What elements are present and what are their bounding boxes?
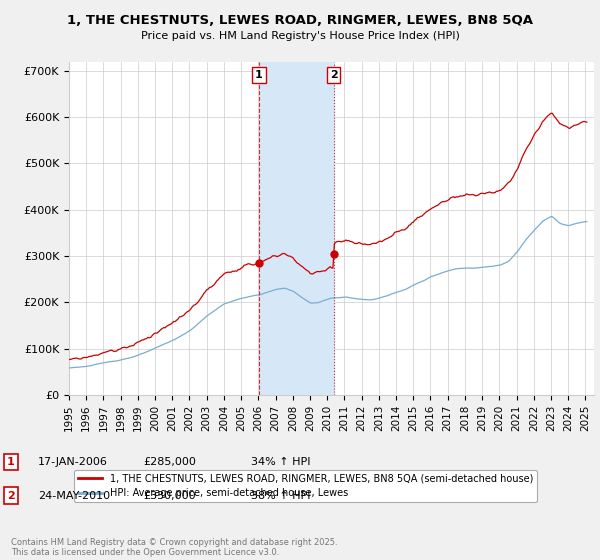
Text: 1, THE CHESTNUTS, LEWES ROAD, RINGMER, LEWES, BN8 5QA: 1, THE CHESTNUTS, LEWES ROAD, RINGMER, L…: [67, 14, 533, 27]
Bar: [259, 62, 334, 395]
Text: 17-JAN-2006: 17-JAN-2006: [38, 457, 107, 467]
Text: 2: 2: [330, 70, 338, 80]
Text: Contains HM Land Registry data © Crown copyright and database right 2025.
This d: Contains HM Land Registry data © Crown c…: [11, 538, 337, 557]
Text: 1: 1: [255, 70, 263, 80]
Text: 34% ↑ HPI: 34% ↑ HPI: [251, 457, 310, 467]
Text: 24-MAY-2010: 24-MAY-2010: [38, 491, 110, 501]
Text: £285,000: £285,000: [143, 457, 196, 467]
Text: 1: 1: [7, 457, 14, 467]
Text: 2: 2: [7, 491, 14, 501]
Text: £330,000: £330,000: [143, 491, 196, 501]
Text: 38% ↑ HPI: 38% ↑ HPI: [251, 491, 310, 501]
Legend: 1, THE CHESTNUTS, LEWES ROAD, RINGMER, LEWES, BN8 5QA (semi-detached house), HPI: 1, THE CHESTNUTS, LEWES ROAD, RINGMER, L…: [74, 470, 537, 502]
Text: Price paid vs. HM Land Registry's House Price Index (HPI): Price paid vs. HM Land Registry's House …: [140, 31, 460, 41]
